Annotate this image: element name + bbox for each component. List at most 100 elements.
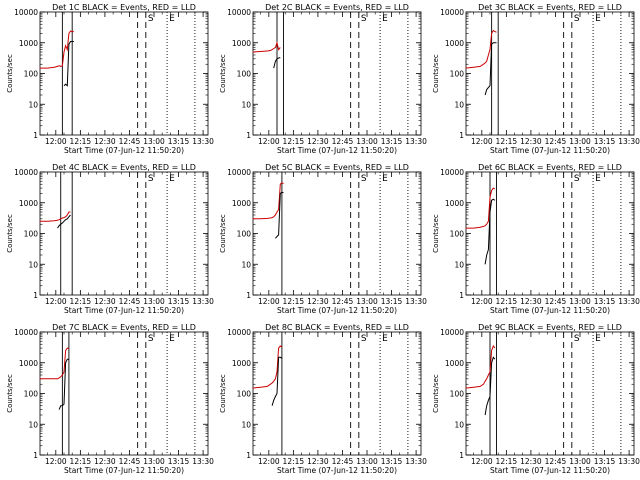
x-tick-label: 12:30 bbox=[307, 457, 329, 466]
y-tick-label: 1000 bbox=[232, 39, 251, 48]
detector-panel-2: Det 2C BLACK = Events, RED = LLD 1 10 100 10… bbox=[219, 3, 427, 155]
series-line-lld bbox=[252, 182, 284, 220]
x-tick-label: 12:00 bbox=[471, 137, 493, 146]
x-tick-label: 12:15 bbox=[283, 297, 305, 306]
x-tick-label: 13:30 bbox=[618, 297, 640, 306]
x-tick-label: 12:00 bbox=[258, 137, 280, 146]
y-axis-label: Counts/sec bbox=[6, 54, 14, 93]
y-tick-label: 1000 bbox=[19, 199, 38, 208]
x-tick-label: 12:00 bbox=[45, 297, 67, 306]
marker-s: S bbox=[148, 14, 154, 24]
chart-title: Det 8C BLACK = Events, RED = LLD bbox=[265, 323, 409, 332]
y-tick-label: 10 bbox=[28, 100, 38, 109]
x-axis-label: Start Time (07-Jun-12 11:50:20) bbox=[490, 146, 610, 155]
x-tick-label: 12:45 bbox=[332, 297, 354, 306]
detector-panel-7: Det 7C BLACK = Events, RED = LLD 1 10 100 10… bbox=[6, 323, 214, 475]
x-tick-label: 13:15 bbox=[594, 137, 616, 146]
marker-e: E bbox=[595, 174, 601, 184]
y-tick-label: 1000 bbox=[19, 39, 38, 48]
x-tick-label: 13:00 bbox=[356, 137, 378, 146]
y-axis-label: Counts/sec bbox=[6, 214, 14, 253]
x-tick-label: 13:00 bbox=[356, 457, 378, 466]
x-axis-label: Start Time (07-Jun-12 11:50:20) bbox=[277, 306, 397, 315]
x-tick-label: 12:45 bbox=[332, 137, 354, 146]
marker-s: S bbox=[361, 334, 367, 344]
marker-s: S bbox=[148, 334, 154, 344]
y-tick-label: 1000 bbox=[232, 199, 251, 208]
x-tick-label: 13:15 bbox=[168, 297, 190, 306]
y-tick-label: 1000 bbox=[19, 359, 38, 368]
series-line-lld bbox=[39, 30, 74, 69]
y-axis-label: Counts/sec bbox=[219, 54, 227, 93]
y-tick-label: 1000 bbox=[445, 199, 464, 208]
marker-s: S bbox=[361, 174, 367, 184]
detector-panel-4: Det 4C BLACK = Events, RED = LLD 1 10 100 10… bbox=[6, 163, 214, 315]
x-axis-label: Start Time (07-Jun-12 11:50:20) bbox=[64, 306, 184, 315]
x-tick-label: 13:00 bbox=[356, 297, 378, 306]
y-axis-label: Counts/sec bbox=[219, 374, 227, 413]
x-tick-label: 12:15 bbox=[496, 137, 518, 146]
y-axis-label: Counts/sec bbox=[219, 214, 227, 253]
series-line-events bbox=[275, 191, 284, 239]
x-tick-label: 12:00 bbox=[258, 297, 280, 306]
x-axis-label: Start Time (07-Jun-12 11:50:20) bbox=[277, 466, 397, 475]
marker-s: S bbox=[574, 174, 580, 184]
x-tick-label: 13:00 bbox=[569, 457, 591, 466]
y-tick-label: 100 bbox=[450, 390, 465, 399]
x-tick-label: 13:30 bbox=[618, 457, 640, 466]
chart-title: Det 6C BLACK = Events, RED = LLD bbox=[478, 163, 622, 172]
y-tick-label: 1 bbox=[459, 451, 464, 460]
x-tick-label: 12:00 bbox=[45, 457, 67, 466]
x-tick-label: 13:15 bbox=[168, 457, 190, 466]
series-line-events bbox=[63, 41, 74, 87]
y-tick-label: 10 bbox=[28, 260, 38, 269]
x-tick-label: 13:15 bbox=[381, 457, 403, 466]
marker-e: E bbox=[382, 334, 388, 344]
y-tick-label: 10000 bbox=[440, 328, 464, 337]
y-tick-label: 10000 bbox=[440, 8, 464, 17]
x-tick-label: 13:00 bbox=[569, 297, 591, 306]
detector-panel-1: Det 1C BLACK = Events, RED = LLD 1 10 100 10… bbox=[6, 3, 214, 155]
series-line-lld bbox=[465, 344, 496, 389]
y-tick-label: 10000 bbox=[227, 168, 251, 177]
x-tick-label: 12:45 bbox=[119, 137, 141, 146]
x-tick-label: 13:30 bbox=[192, 457, 214, 466]
x-axis-label: Start Time (07-Jun-12 11:50:20) bbox=[490, 306, 610, 315]
x-tick-label: 12:30 bbox=[520, 137, 542, 146]
plot-frame bbox=[39, 171, 209, 296]
x-tick-label: 13:15 bbox=[381, 137, 403, 146]
x-tick-label: 12:30 bbox=[94, 297, 116, 306]
y-tick-label: 10 bbox=[241, 100, 251, 109]
x-tick-label: 12:15 bbox=[70, 457, 92, 466]
x-tick-label: 12:30 bbox=[307, 137, 329, 146]
x-tick-label: 13:00 bbox=[143, 457, 165, 466]
x-tick-label: 13:30 bbox=[405, 137, 427, 146]
series-line-events bbox=[58, 358, 69, 410]
series-line-events bbox=[484, 198, 496, 265]
y-tick-label: 10 bbox=[454, 100, 464, 109]
y-tick-label: 1 bbox=[246, 131, 251, 140]
series-line-lld bbox=[465, 187, 496, 229]
x-tick-label: 13:30 bbox=[192, 137, 214, 146]
chart-title: Det 3C BLACK = Events, RED = LLD bbox=[478, 3, 622, 12]
x-tick-label: 13:30 bbox=[192, 297, 214, 306]
marker-e: E bbox=[595, 14, 601, 24]
plot-frame bbox=[252, 11, 422, 136]
x-tick-label: 12:15 bbox=[283, 137, 305, 146]
x-tick-label: 13:15 bbox=[381, 297, 403, 306]
x-tick-label: 12:45 bbox=[119, 297, 141, 306]
y-tick-label: 10 bbox=[241, 260, 251, 269]
x-tick-label: 12:30 bbox=[307, 297, 329, 306]
marker-e: E bbox=[382, 174, 388, 184]
y-tick-label: 1 bbox=[459, 291, 464, 300]
y-tick-label: 10 bbox=[454, 420, 464, 429]
chart-title: Det 1C BLACK = Events, RED = LLD bbox=[52, 3, 196, 12]
y-tick-label: 100 bbox=[237, 230, 252, 239]
x-tick-label: 13:30 bbox=[618, 137, 640, 146]
y-axis-label: Counts/sec bbox=[432, 54, 440, 93]
y-tick-label: 100 bbox=[24, 390, 39, 399]
x-tick-label: 13:00 bbox=[143, 137, 165, 146]
x-tick-label: 12:45 bbox=[545, 137, 567, 146]
y-tick-label: 1 bbox=[33, 291, 38, 300]
